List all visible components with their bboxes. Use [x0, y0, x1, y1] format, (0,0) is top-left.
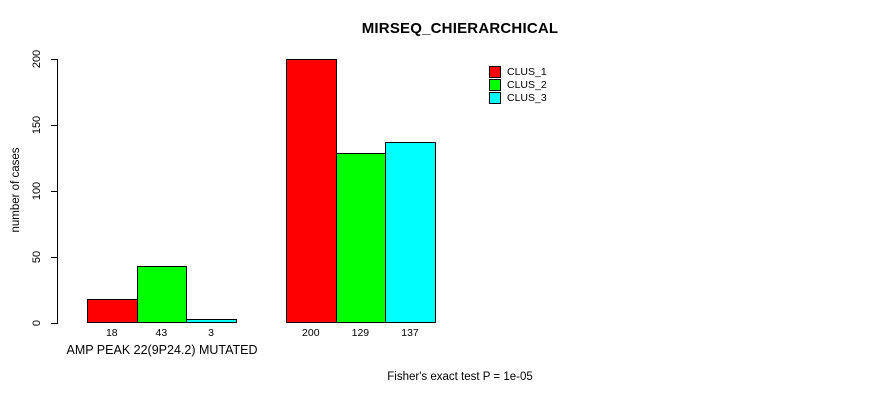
legend-swatch-icon [489, 92, 501, 104]
bar-value-label: 3 [208, 327, 214, 339]
y-tick [51, 256, 57, 258]
y-tick-label: 100 [31, 181, 43, 201]
legend-swatch-icon [489, 79, 501, 91]
chart-title: MIRSEQ_CHIERARCHICAL [361, 20, 559, 37]
legend-label: CLUS_2 [507, 79, 547, 91]
bar-clus_1-group1 [87, 299, 138, 323]
y-tick [51, 58, 57, 60]
legend-entry-clus_1: CLUS_1 [489, 66, 547, 78]
bar-value-label: 137 [401, 327, 419, 339]
y-tick-label: 50 [31, 250, 43, 264]
legend-swatch-icon [489, 66, 501, 78]
y-tick-label: 0 [31, 319, 43, 327]
y-tick-label: 200 [31, 49, 43, 69]
bar-value-label: 18 [105, 327, 118, 339]
y-tick [51, 190, 57, 192]
annotation-text: Fisher's exact test P = 1e-05 [387, 371, 533, 383]
bar-value-label: 129 [351, 327, 370, 339]
bar-clus_1-group2 [286, 59, 337, 323]
y-tick [51, 124, 57, 126]
legend-label: CLUS_1 [507, 66, 547, 78]
y-tick-label: 150 [31, 115, 43, 135]
legend-entry-clus_2: CLUS_2 [489, 79, 547, 91]
bar-clus_2-group2 [336, 153, 386, 323]
bar-value-label: 43 [155, 327, 168, 339]
y-axis-title: number of cases [10, 147, 22, 233]
y-tick [51, 322, 57, 324]
legend-label: CLUS_3 [507, 92, 547, 104]
legend-entry-clus_3: CLUS_3 [489, 92, 547, 104]
bar-value-label: 200 [302, 327, 320, 339]
legend: CLUS_1 CLUS_2 CLUS_3 [489, 66, 547, 104]
x-axis-label: AMP PEAK 22(9P24.2) MUTATED [66, 343, 258, 357]
bar-clus_3-group1 [186, 319, 237, 323]
bar-clus_3-group2 [385, 142, 436, 323]
y-axis-line [57, 59, 58, 324]
bar-clus_2-group1 [137, 266, 187, 323]
